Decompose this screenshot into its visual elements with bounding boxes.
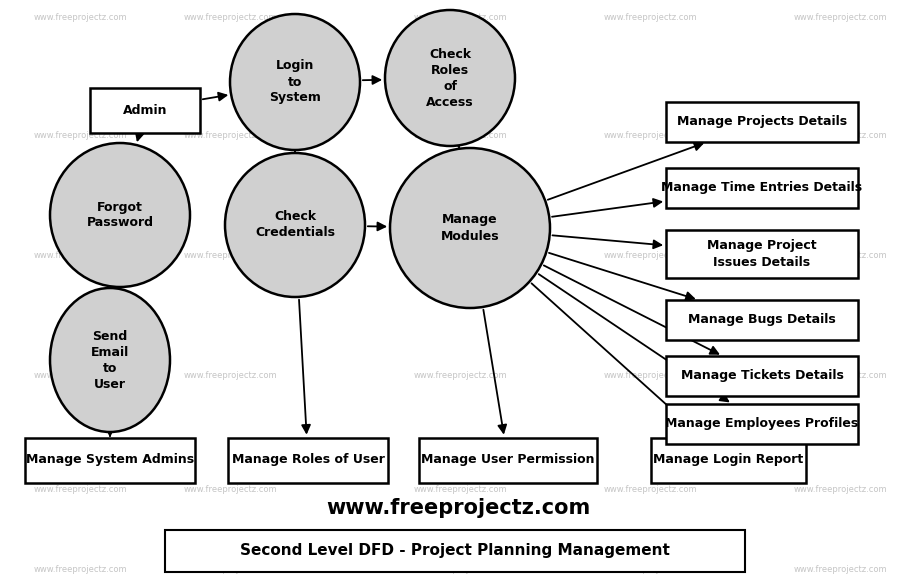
Text: www.freeprojectz.com: www.freeprojectz.com bbox=[413, 14, 507, 22]
Text: www.freeprojectz.com: www.freeprojectz.com bbox=[604, 565, 697, 575]
Text: Check
Credentials: Check Credentials bbox=[255, 211, 335, 239]
Text: www.freeprojectz.com: www.freeprojectz.com bbox=[413, 251, 507, 259]
Bar bbox=[165, 530, 745, 572]
Text: Manage Tickets Details: Manage Tickets Details bbox=[681, 369, 844, 383]
Text: www.freeprojectz.com: www.freeprojectz.com bbox=[604, 251, 697, 259]
Text: www.freeprojectz.com: www.freeprojectz.com bbox=[183, 14, 277, 22]
Text: www.freeprojectz.com: www.freeprojectz.com bbox=[604, 370, 697, 380]
Ellipse shape bbox=[390, 148, 550, 308]
Bar bbox=[90, 87, 200, 133]
Ellipse shape bbox=[385, 10, 515, 146]
Text: www.freeprojectz.com: www.freeprojectz.com bbox=[33, 14, 126, 22]
Text: Manage
Modules: Manage Modules bbox=[441, 214, 499, 242]
Text: Check
Roles
of
Access: Check Roles of Access bbox=[426, 48, 474, 109]
Text: Send
Email
to
User: Send Email to User bbox=[91, 329, 129, 390]
Text: Manage Bugs Details: Manage Bugs Details bbox=[688, 313, 836, 326]
Ellipse shape bbox=[230, 14, 360, 150]
Ellipse shape bbox=[50, 143, 190, 287]
Text: www.freeprojectz.com: www.freeprojectz.com bbox=[793, 485, 887, 494]
Text: www.freeprojectz.com: www.freeprojectz.com bbox=[604, 14, 697, 22]
Bar bbox=[666, 102, 858, 142]
Text: www.freeprojectz.com: www.freeprojectz.com bbox=[413, 565, 507, 575]
Text: www.freeprojectz.com: www.freeprojectz.com bbox=[604, 485, 697, 494]
Text: Login
to
System: Login to System bbox=[269, 59, 321, 104]
Text: www.freeprojectz.com: www.freeprojectz.com bbox=[413, 130, 507, 140]
Text: www.freeprojectz.com: www.freeprojectz.com bbox=[793, 130, 887, 140]
Text: Manage System Admins: Manage System Admins bbox=[26, 454, 194, 467]
Text: www.freeprojectz.com: www.freeprojectz.com bbox=[183, 130, 277, 140]
Bar bbox=[25, 437, 195, 483]
Bar bbox=[666, 230, 858, 278]
Bar bbox=[666, 168, 858, 208]
Text: Manage Time Entries Details: Manage Time Entries Details bbox=[661, 181, 863, 194]
Bar bbox=[228, 437, 388, 483]
Text: Manage Login Report: Manage Login Report bbox=[653, 454, 803, 467]
Ellipse shape bbox=[225, 153, 365, 297]
Text: Manage Project
Issues Details: Manage Project Issues Details bbox=[707, 239, 817, 268]
Text: www.freeprojectz.com: www.freeprojectz.com bbox=[33, 251, 126, 259]
Text: www.freeprojectz.com: www.freeprojectz.com bbox=[183, 370, 277, 380]
Text: Manage Roles of User: Manage Roles of User bbox=[232, 454, 385, 467]
Text: www.freeprojectz.com: www.freeprojectz.com bbox=[33, 130, 126, 140]
Bar bbox=[666, 300, 858, 340]
Text: Admin: Admin bbox=[123, 103, 168, 116]
Bar bbox=[419, 437, 597, 483]
Text: Manage Projects Details: Manage Projects Details bbox=[677, 116, 847, 129]
Text: Forgot
Password: Forgot Password bbox=[86, 201, 154, 230]
Text: www.freeprojectz.com: www.freeprojectz.com bbox=[413, 370, 507, 380]
Text: www.freeprojectz.com: www.freeprojectz.com bbox=[33, 370, 126, 380]
Text: www.freeprojectz.com: www.freeprojectz.com bbox=[793, 251, 887, 259]
Text: www.freeprojectz.com: www.freeprojectz.com bbox=[33, 565, 126, 575]
Ellipse shape bbox=[50, 288, 170, 432]
Text: www.freeprojectz.com: www.freeprojectz.com bbox=[793, 565, 887, 575]
Bar bbox=[666, 404, 858, 444]
Text: www.freeprojectz.com: www.freeprojectz.com bbox=[183, 485, 277, 494]
Text: www.freeprojectz.com: www.freeprojectz.com bbox=[793, 370, 887, 380]
Text: www.freeprojectz.com: www.freeprojectz.com bbox=[604, 130, 697, 140]
Bar bbox=[650, 437, 805, 483]
Text: Manage Employees Profiles: Manage Employees Profiles bbox=[665, 417, 858, 430]
Text: www.freeprojectz.com: www.freeprojectz.com bbox=[33, 485, 126, 494]
Bar bbox=[666, 356, 858, 396]
Text: www.freeprojectz.com: www.freeprojectz.com bbox=[326, 498, 590, 518]
Text: www.freeprojectz.com: www.freeprojectz.com bbox=[793, 14, 887, 22]
Text: www.freeprojectz.com: www.freeprojectz.com bbox=[183, 251, 277, 259]
Text: Second Level DFD - Project Planning Management: Second Level DFD - Project Planning Mana… bbox=[240, 544, 670, 558]
Text: www.freeprojectz.com: www.freeprojectz.com bbox=[183, 565, 277, 575]
Text: Manage User Permission: Manage User Permission bbox=[421, 454, 594, 467]
Text: www.freeprojectz.com: www.freeprojectz.com bbox=[413, 485, 507, 494]
